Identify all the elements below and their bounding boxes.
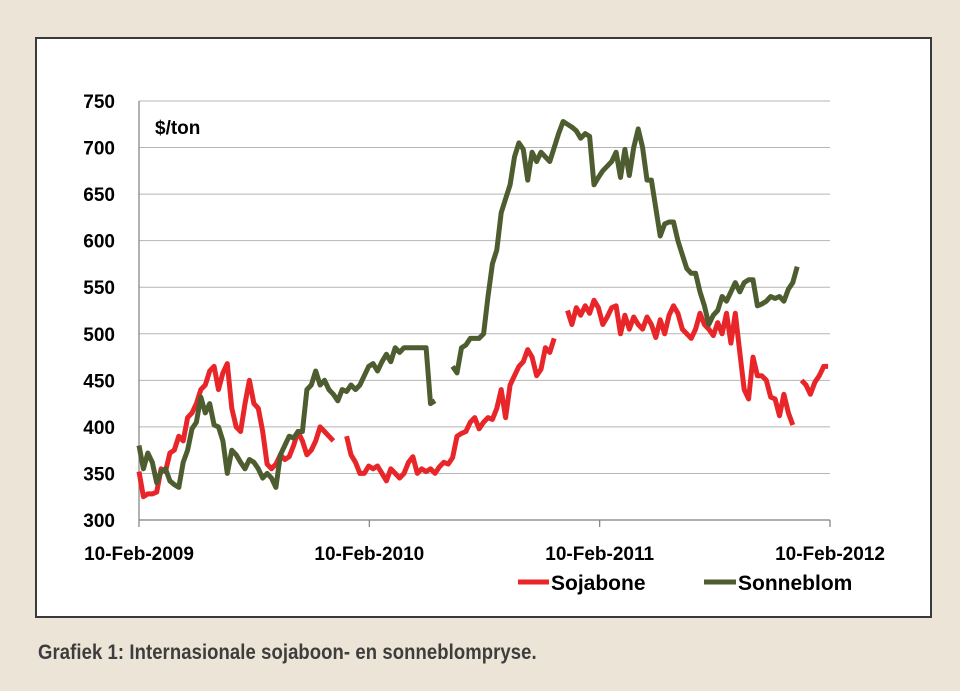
y-axis-ticks: 300 350 400 450 500 550 600 650 700 750 xyxy=(83,92,115,532)
series-line-segment xyxy=(799,363,829,397)
unit-label: $/ton xyxy=(155,118,200,139)
figure-caption: Grafiek 1: Internasionale sojaboon- en s… xyxy=(38,641,537,664)
x-tick-label: 10-Feb-2010 xyxy=(314,544,424,565)
y-tick-label: 400 xyxy=(83,418,115,439)
y-tick-label: 350 xyxy=(83,464,115,485)
legend-label: Sonneblom xyxy=(738,572,852,595)
x-tick-label: 10-Feb-2012 xyxy=(775,544,885,565)
y-tick-label: 550 xyxy=(83,278,115,299)
series-sojabone xyxy=(136,297,829,500)
legend: Sojabone Sonneblom xyxy=(518,572,852,595)
series-line-segment xyxy=(344,337,557,484)
y-tick-label: 300 xyxy=(83,511,115,532)
series-line-segment xyxy=(136,361,336,500)
x-tick-label: 10-Feb-2011 xyxy=(545,544,654,565)
series-line-segment xyxy=(450,119,800,376)
legend-label: Sojabone xyxy=(551,572,646,595)
y-tick-label: 450 xyxy=(83,371,115,392)
y-tick-label: 700 xyxy=(83,139,115,160)
x-axis-ticks: 10-Feb-2009 10-Feb-2010 10-Feb-2011 10-Feb-… xyxy=(84,520,885,565)
gridlines xyxy=(139,100,830,474)
y-tick-label: 500 xyxy=(83,325,115,346)
y-tick-label: 600 xyxy=(83,232,115,253)
series-line-segment xyxy=(565,297,796,426)
series-lines xyxy=(136,119,829,500)
y-tick-label: 650 xyxy=(83,185,115,206)
legend-item: Sojabone xyxy=(518,572,646,595)
x-tick-label: 10-Feb-2009 xyxy=(84,544,194,565)
series-sonneblom xyxy=(136,119,800,490)
legend-item: Sonneblom xyxy=(704,572,852,595)
series-line-segment xyxy=(136,345,437,490)
y-tick-label: 750 xyxy=(83,92,115,113)
